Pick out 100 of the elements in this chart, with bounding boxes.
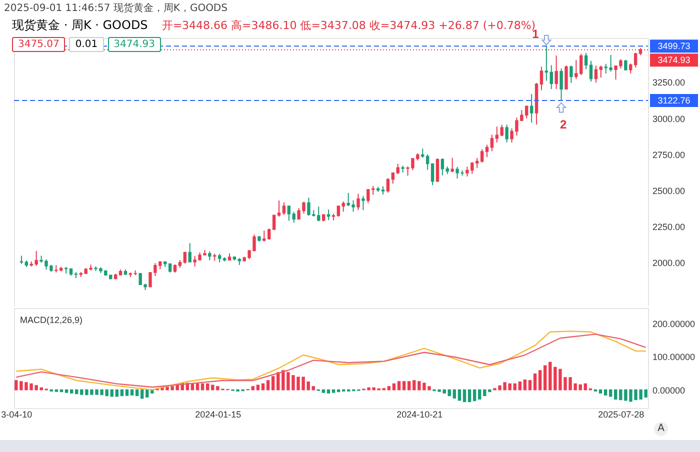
bar bbox=[200, 383, 204, 390]
bar bbox=[146, 389, 149, 398]
bar bbox=[251, 386, 255, 390]
y-tick-label: 2750.00 bbox=[652, 150, 686, 160]
ref-line-label: 3122.76 bbox=[658, 96, 690, 106]
ref-line-label: 3474.93 bbox=[658, 55, 690, 66]
bar bbox=[448, 389, 451, 396]
bar bbox=[478, 389, 482, 400]
bar bbox=[140, 389, 144, 399]
candlestick bbox=[356, 193, 360, 211]
candlestick bbox=[396, 163, 400, 175]
bar bbox=[538, 370, 542, 390]
bar bbox=[256, 384, 260, 390]
candlestick bbox=[574, 60, 578, 80]
candlestick bbox=[485, 144, 489, 158]
bar bbox=[322, 389, 326, 393]
bar bbox=[528, 380, 532, 390]
bar bbox=[472, 389, 476, 402]
bar bbox=[70, 389, 74, 394]
bar bbox=[483, 389, 486, 396]
ref-line-label: 3499.73 bbox=[658, 41, 690, 52]
bar bbox=[261, 383, 265, 390]
y-tick-label: 3250.00 bbox=[652, 78, 686, 88]
annotation: 3475.07 bbox=[12, 37, 66, 52]
bar bbox=[75, 389, 78, 394]
bar bbox=[130, 389, 134, 396]
annotation: 0.01 bbox=[69, 37, 104, 52]
candlestick bbox=[560, 68, 563, 102]
x-tick-label: 3-04-10 bbox=[1, 410, 32, 420]
candlestick bbox=[599, 65, 603, 78]
bar bbox=[387, 386, 391, 390]
candlestick bbox=[326, 209, 330, 221]
candlestick bbox=[480, 148, 484, 163]
bar bbox=[578, 384, 582, 390]
x-tick-label: 2024-10-21 bbox=[396, 410, 443, 420]
bar bbox=[332, 389, 336, 393]
candlestick bbox=[440, 158, 444, 176]
bar bbox=[604, 389, 608, 396]
bar bbox=[513, 383, 516, 390]
bar bbox=[412, 380, 416, 390]
candlestick bbox=[629, 63, 632, 74]
candlestick bbox=[490, 134, 494, 152]
bar bbox=[397, 381, 401, 390]
bar bbox=[392, 383, 396, 390]
candlestick bbox=[570, 65, 573, 84]
candlestick bbox=[430, 163, 434, 186]
candlestick bbox=[188, 242, 192, 263]
candlestick bbox=[634, 52, 638, 68]
bar bbox=[196, 383, 200, 390]
bar bbox=[80, 389, 84, 395]
bar bbox=[326, 389, 330, 394]
candlestick bbox=[564, 64, 568, 90]
candlestick bbox=[272, 214, 276, 230]
bar bbox=[533, 373, 537, 390]
bar bbox=[125, 389, 129, 396]
candlestick bbox=[594, 65, 598, 84]
candlestick bbox=[579, 53, 583, 76]
bar bbox=[115, 389, 119, 397]
bar bbox=[120, 389, 124, 396]
bar bbox=[584, 383, 587, 390]
bar bbox=[598, 389, 602, 394]
candlestick bbox=[277, 200, 281, 218]
annotation: 2 bbox=[560, 118, 567, 132]
text: 2025-09-01 11:46:57 现货黄金，周K，GOODS bbox=[4, 2, 228, 15]
bar bbox=[271, 376, 275, 390]
bar bbox=[548, 362, 552, 390]
bar bbox=[543, 365, 547, 390]
candlestick bbox=[540, 66, 544, 91]
bar bbox=[468, 389, 472, 402]
bar bbox=[135, 389, 139, 396]
y-tick-label: 2000.00 bbox=[652, 258, 686, 268]
bar bbox=[266, 380, 270, 390]
candlestick bbox=[282, 202, 286, 216]
candlestick bbox=[342, 200, 345, 212]
candlestick bbox=[589, 60, 593, 82]
candlestick bbox=[336, 206, 340, 218]
candlestick bbox=[287, 206, 291, 222]
candlestick bbox=[530, 94, 534, 124]
annotation: 3474.93 bbox=[108, 37, 161, 52]
bar bbox=[452, 389, 456, 398]
bar bbox=[458, 389, 462, 401]
bar bbox=[608, 389, 612, 397]
candlestick bbox=[366, 188, 370, 204]
y-tick-label: 200.00000 bbox=[652, 319, 696, 330]
y-tick-label: 3000.00 bbox=[652, 114, 686, 124]
candlestick bbox=[426, 154, 430, 170]
candlestick bbox=[505, 124, 508, 143]
candlestick bbox=[421, 148, 424, 158]
bar bbox=[614, 389, 618, 400]
candlestick bbox=[262, 230, 266, 242]
candlestick bbox=[475, 157, 479, 168]
candlestick bbox=[584, 52, 588, 70]
x-tick-label: 2025-07-28 bbox=[598, 410, 644, 420]
y-tick-label: 2500.00 bbox=[652, 186, 686, 196]
bar bbox=[523, 379, 527, 390]
candlestick bbox=[624, 59, 628, 71]
y-tick-label: 2250.00 bbox=[652, 222, 686, 232]
candlestick bbox=[54, 264, 58, 273]
bar bbox=[518, 381, 522, 390]
bar bbox=[407, 381, 411, 390]
